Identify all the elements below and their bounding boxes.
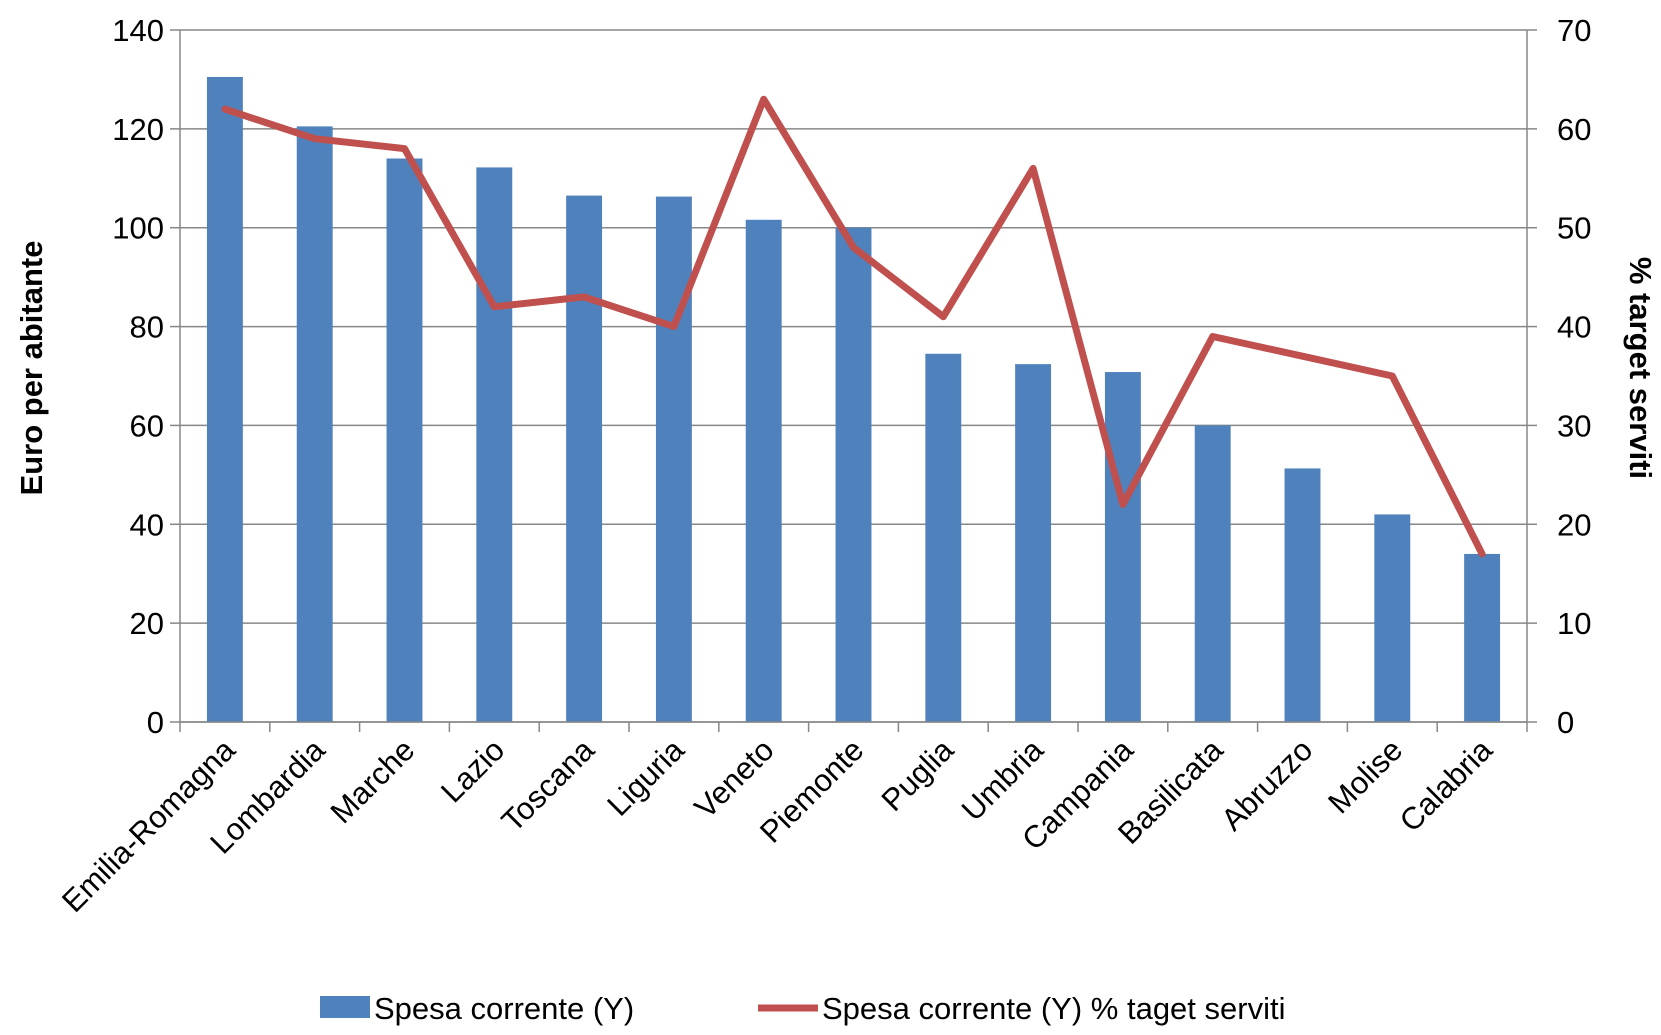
bar [925,353,962,722]
category-label: Molise [1321,732,1409,820]
bar [1104,372,1141,722]
line-series [221,95,1486,558]
left-tick-label: 0 [147,705,164,740]
category-label: Calabria [1393,732,1500,839]
bar [476,167,513,722]
legend-swatch-bar [320,996,370,1018]
left-tick-label: 40 [130,507,164,542]
right-axis-ticks: 0 10 20 30 40 50 60 70 [1527,13,1591,740]
legend-label-line: Spesa corrente (Y) % taget serviti [822,991,1285,1026]
bar [745,219,782,722]
legend: Spesa corrente (Y) Spesa corrente (Y) % … [320,991,1285,1026]
right-tick-label: 40 [1557,310,1591,345]
legend-label-bar: Spesa corrente (Y) [374,991,634,1026]
right-tick-label: 50 [1557,211,1591,246]
left-axis-ticks: 0 20 40 60 80 100 120 140 [112,13,180,740]
bar [1015,364,1052,722]
category-label: Lazio [434,732,511,809]
left-tick-label: 80 [130,310,164,345]
left-tick-label: 140 [112,13,164,48]
bar-series [206,76,1501,723]
bar [1194,425,1231,722]
bar [296,126,333,722]
bar [1374,514,1411,722]
category-label: Marche [324,732,422,830]
left-tick-label: 100 [112,211,164,246]
bar [1284,468,1321,722]
bar [206,76,243,722]
right-tick-label: 10 [1557,606,1591,641]
series-line [221,95,1486,558]
category-label: Liguria [600,732,691,823]
category-label: Puglia [875,732,961,818]
right-tick-label: 20 [1557,507,1591,542]
bar [566,195,603,723]
right-tick-label: 30 [1557,408,1591,443]
axes [179,30,1528,732]
bar [655,196,692,722]
left-tick-label: 60 [130,408,164,443]
category-label: Abruzzo [1214,732,1319,837]
right-tick-label: 0 [1557,705,1574,740]
bar [1464,553,1501,722]
right-tick-label: 70 [1557,13,1591,48]
left-tick-label: 20 [130,606,164,641]
left-tick-label: 120 [112,112,164,147]
right-axis-title: % target serviti [1623,257,1658,479]
category-label: Toscana [495,732,602,839]
right-tick-label: 60 [1557,112,1591,147]
bar [386,158,423,722]
left-axis-title: Euro per abitante [14,241,49,496]
bar [835,227,872,722]
